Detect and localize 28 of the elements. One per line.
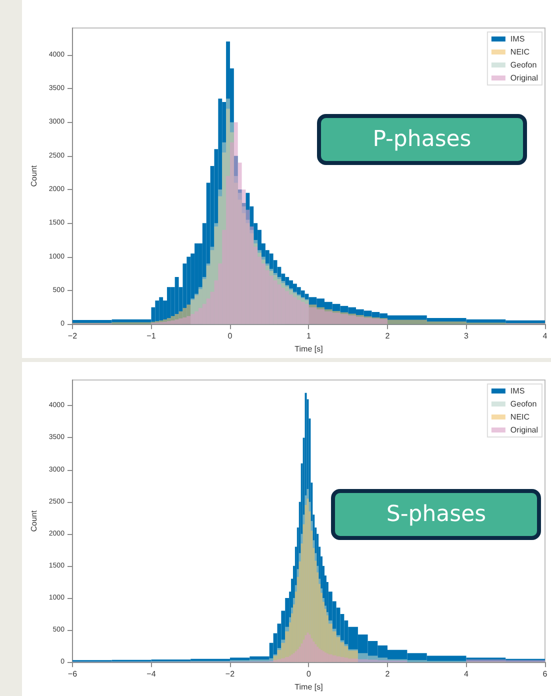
x-tick-label: 3 bbox=[464, 332, 470, 341]
x-tick-label: −1 bbox=[146, 332, 156, 341]
x-tick-label: −6 bbox=[68, 670, 78, 679]
x-tick-label: 0 bbox=[228, 332, 233, 341]
x-axis-title: Time [s] bbox=[294, 344, 323, 354]
legend-label: NEIC bbox=[510, 412, 530, 422]
legend-label: IMS bbox=[510, 34, 525, 44]
legend-label: IMS bbox=[510, 386, 525, 396]
y-axis-title: Count bbox=[30, 510, 38, 532]
text-box: S-phases bbox=[331, 488, 542, 540]
x-tick-label: 4 bbox=[542, 332, 548, 341]
legend-label: Geofon bbox=[510, 400, 537, 408]
x-tick-label: −4 bbox=[146, 670, 156, 679]
y-axis-title: Count bbox=[30, 164, 38, 187]
x-tick-label: 4 bbox=[464, 670, 470, 679]
x-tick-label: −2 bbox=[225, 670, 236, 679]
x-tick-label: 6 bbox=[542, 670, 548, 679]
text-box: P-phases bbox=[317, 114, 527, 165]
legend-label: Original bbox=[510, 74, 538, 82]
x-tick-label: 0 bbox=[306, 670, 312, 679]
legend-label: Original bbox=[510, 426, 538, 434]
x-tick-label: 2 bbox=[385, 670, 390, 679]
x-tick-label: 1 bbox=[306, 332, 312, 341]
x-tick-label: −2 bbox=[68, 332, 78, 341]
legend-label: NEIC bbox=[510, 48, 530, 56]
x-axis-title: Time [s] bbox=[294, 682, 323, 692]
x-tick-label: 2 bbox=[385, 332, 390, 341]
legend-label: Geofon bbox=[510, 60, 537, 70]
